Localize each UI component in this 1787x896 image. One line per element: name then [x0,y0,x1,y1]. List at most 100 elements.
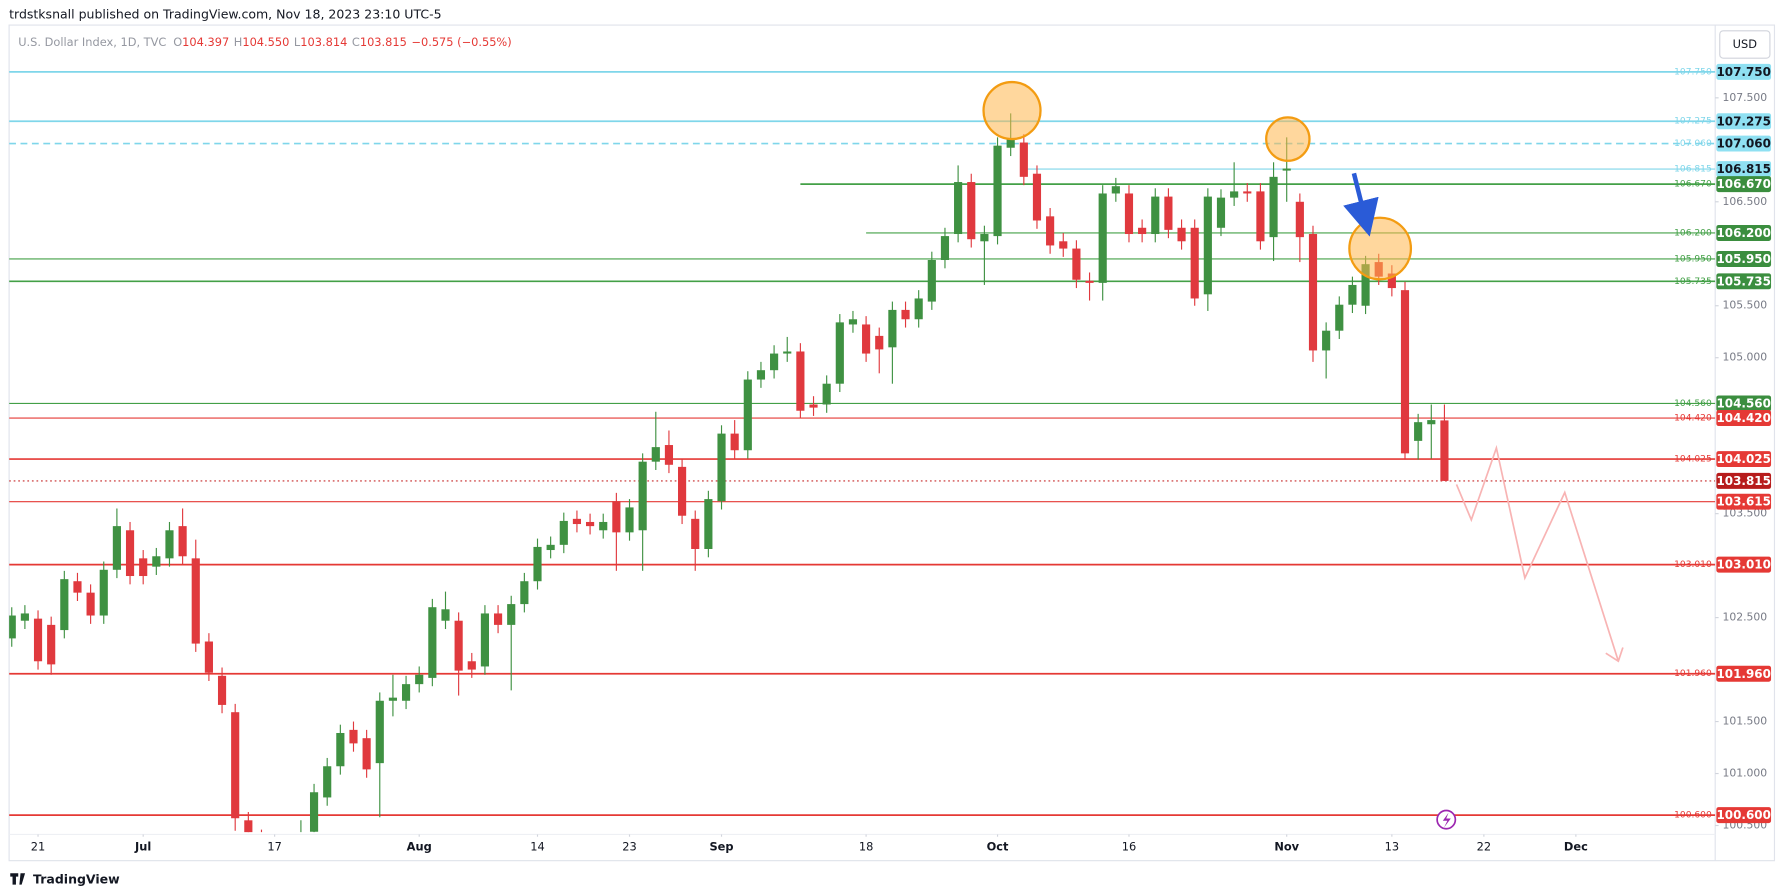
x-tick-label: Nov [1274,839,1299,853]
x-tick-label: Sep [709,839,733,853]
legend-key: C [352,35,360,49]
level-box [1716,472,1772,489]
candle-body [33,618,43,662]
candle-body [1203,196,1212,295]
candle-body [1138,227,1147,235]
level-box-label: 101.960 [1716,667,1770,681]
candle-body [1440,420,1449,481]
footer-brand: TradingView [33,872,120,887]
y-tick-label: 105.500 [1722,299,1767,312]
legend-value: 103.815 [360,35,407,49]
candle-body [1387,273,1396,289]
chart-frame [8,24,1776,862]
level-small-label: 100.600 [1674,811,1712,821]
candle-body [349,729,358,744]
candle-body [1111,186,1120,194]
candle-body [1282,168,1291,171]
level-box-label: 106.670 [1716,177,1770,191]
candle-body [507,604,516,625]
candle-body [1190,227,1199,299]
candle-body [336,732,345,767]
level-box-label: 107.275 [1716,114,1770,128]
event-icon-bolt [1442,812,1451,828]
x-tick-label: Dec [1564,839,1588,853]
candle-body [1414,422,1423,441]
highlight-circle [982,80,1042,141]
candle-body [743,379,752,451]
price-labels: 107.750 107.750 107.275 107.275 107.060 107.0… [1674,63,1772,824]
legend-key: L [294,35,301,49]
candle-body [862,324,871,354]
y-tick-label: 101.500 [1722,715,1767,728]
candle-body [1400,290,1410,454]
candle-body [388,697,397,701]
level-small-label: 104.420 [1674,414,1712,424]
candle-body [1164,196,1173,230]
candle-body [1177,227,1186,242]
level-box [1716,250,1772,267]
candle-body [1308,234,1318,351]
candles [9,113,1449,892]
candle-body [493,613,503,625]
candle-body [47,624,56,665]
candle-body [809,404,818,408]
candle-body [1072,248,1081,280]
candle-body [1006,139,1015,148]
currency-button[interactable] [1719,30,1771,59]
level-box [1716,807,1772,824]
candle-body [204,641,213,673]
level-box [1716,395,1772,412]
candle-body [309,792,319,832]
level-small-label: 105.950 [1674,254,1712,264]
legend-value: 103.814 [300,35,347,49]
level-box [1716,410,1772,426]
level-small-label: 107.275 [1674,117,1712,127]
candle-body [1295,201,1304,238]
level-box-label: 100.600 [1716,808,1770,822]
candle-body [454,620,463,671]
level-box-label: 104.560 [1716,397,1770,411]
candle-body [822,383,831,405]
level-small-label: 107.750 [1674,67,1712,77]
y-tick-label: 105.000 [1722,351,1767,364]
level-box-label: 105.735 [1716,274,1770,288]
arrow [1343,172,1379,237]
x-tick-label: 14 [530,839,544,853]
x-tick-label: Jul [134,839,151,853]
legend-change: −0.575 (−0.55%) [411,35,511,49]
candle-body [20,613,29,621]
candle-body [9,615,16,639]
level-box [1716,176,1772,193]
projection-arrowhead [1605,647,1624,663]
candle-body [139,558,148,577]
candle-body [599,521,608,531]
level-box-label: 103.815 [1716,474,1770,488]
candle-body [178,526,187,557]
candle-body [612,501,621,533]
candle-body [284,887,292,892]
candle-body [638,461,647,531]
candle-body [1216,197,1226,228]
level-small-label: 106.200 [1674,228,1712,238]
candle-body [1124,193,1134,235]
candle-body [559,520,568,545]
candle-body [1361,264,1370,306]
candle-body [770,353,779,371]
candle-body [546,544,555,551]
candle-body [60,579,69,631]
level-box-label: 106.815 [1716,162,1770,176]
candle-body [1348,284,1357,305]
levels [9,70,1716,816]
candle-body [586,521,595,527]
candle-body [704,499,713,549]
candle-body [730,433,739,451]
candle-body [717,433,726,502]
legend-symbol: U.S. Dollar Index, 1D, TVC [18,35,166,49]
y-tick-label: 102.500 [1722,611,1767,624]
annotations [982,80,1624,830]
highlight-circle [1348,216,1413,281]
candle-body [441,609,450,621]
candle-body [231,712,240,819]
y-tick-label: 101.000 [1722,767,1767,780]
legend-key: O [173,35,182,49]
